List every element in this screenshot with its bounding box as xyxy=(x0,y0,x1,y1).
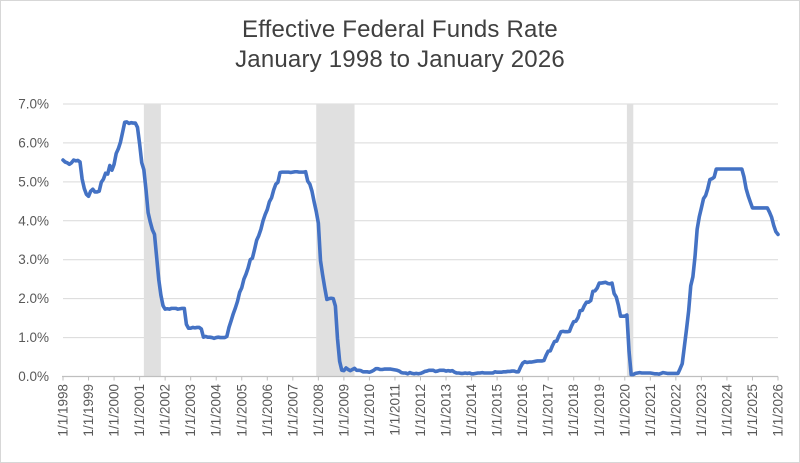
x-tick-label: 1/1/2008 xyxy=(311,384,326,437)
x-tick-label: 1/1/2022 xyxy=(668,384,683,437)
y-tick-label: 1.0% xyxy=(18,330,49,345)
recession-2020-band xyxy=(626,104,634,377)
x-tick-label: 1/1/2026 xyxy=(771,384,786,437)
x-tick-label: 1/1/1998 xyxy=(56,384,71,437)
chart-title-line2: January 1998 to January 2026 xyxy=(235,46,565,73)
x-tick-label: 1/1/2010 xyxy=(362,384,377,437)
x-tick-label: 1/1/2025 xyxy=(745,384,760,437)
x-tick-label: 1/1/2005 xyxy=(234,384,249,437)
x-tick-label: 1/1/2013 xyxy=(439,384,454,437)
chart-title: Effective Federal Funds Rate January 199… xyxy=(1,15,799,75)
x-tick-label: 1/1/2002 xyxy=(158,384,173,437)
y-tick-label: 5.0% xyxy=(18,174,49,189)
recession-2008-09-band xyxy=(316,104,355,377)
x-tick-label: 1/1/2011 xyxy=(387,384,402,436)
chart-title-line1: Effective Federal Funds Rate xyxy=(242,16,558,43)
x-tick-label: 1/1/2014 xyxy=(464,384,479,437)
x-tick-label: 1/1/2012 xyxy=(413,384,428,437)
y-tick-label: 2.0% xyxy=(18,291,49,306)
x-tick-label: 1/1/2024 xyxy=(719,384,734,437)
x-tick-label: 1/1/2016 xyxy=(515,384,530,437)
y-tick-label: 0.0% xyxy=(18,369,49,384)
x-tick-label: 1/1/2019 xyxy=(592,384,607,437)
x-tick-label: 1/1/2004 xyxy=(209,384,224,437)
y-tick-label: 4.0% xyxy=(18,213,49,228)
x-tick-label: 1/1/2009 xyxy=(336,384,351,437)
x-tick-label: 1/1/2006 xyxy=(260,384,275,437)
recession-2001-band xyxy=(143,104,161,377)
x-tick-label: 1/1/2018 xyxy=(566,384,581,437)
x-tick-label: 1/1/2000 xyxy=(107,384,122,437)
y-tick-label: 7.0% xyxy=(18,97,49,112)
x-tick-label: 1/1/2003 xyxy=(183,384,198,437)
x-tick-label: 1/1/2017 xyxy=(541,384,556,437)
x-tick-label: 1/1/2020 xyxy=(617,384,632,437)
ffr-line xyxy=(61,120,780,377)
y-tick-label: 3.0% xyxy=(18,252,49,267)
x-tick-label: 1/1/2015 xyxy=(490,384,505,437)
x-tick-label: 1/1/2021 xyxy=(643,384,658,437)
x-tick-label: 1/1/2023 xyxy=(694,384,709,437)
x-tick-label: 1/1/2001 xyxy=(132,384,147,437)
x-tick-label: 1/1/1999 xyxy=(81,384,96,437)
y-tick-label: 6.0% xyxy=(18,135,49,150)
x-tick-label: 1/1/2007 xyxy=(285,384,300,437)
